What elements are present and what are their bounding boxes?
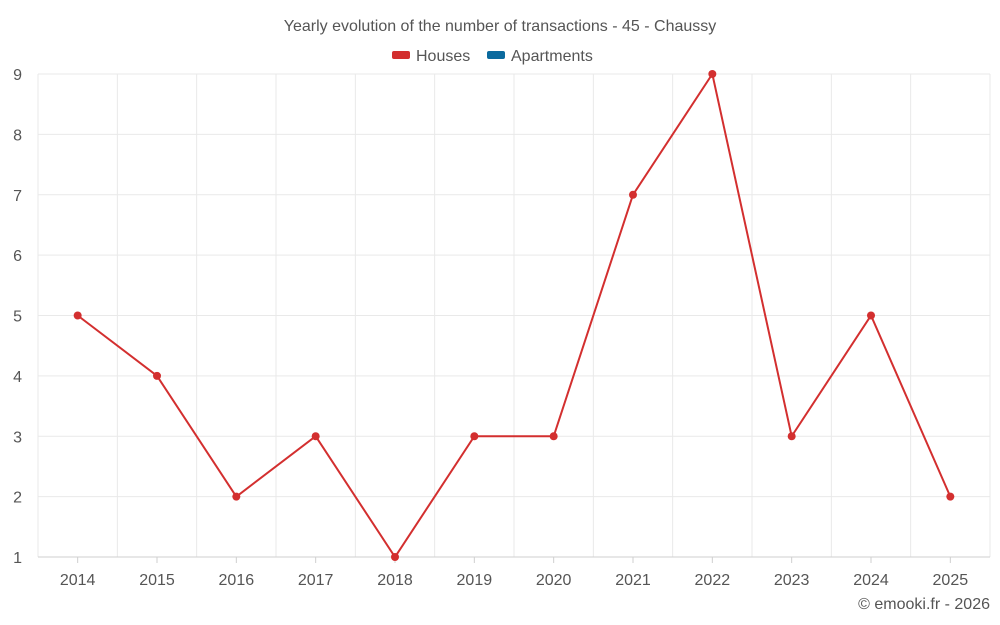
legend-label-houses: Houses — [416, 48, 470, 65]
data-point[interactable] — [470, 432, 479, 441]
data-point[interactable] — [787, 432, 796, 441]
data-point[interactable] — [311, 432, 320, 441]
x-tick-label: 2019 — [457, 572, 493, 589]
x-tick-labels: 2014 2015 2016 2017 2018 2019 2020 2021 2022 2023… — [60, 572, 968, 589]
legend-item-houses[interactable]: Houses — [392, 48, 470, 65]
x-tick-label: 2018 — [377, 572, 413, 589]
y-tick-label: 3 — [13, 429, 22, 446]
x-tick-label: 2025 — [933, 572, 969, 589]
data-point[interactable] — [708, 70, 717, 78]
data-point[interactable] — [232, 492, 241, 501]
data-point[interactable] — [629, 190, 637, 199]
data-point[interactable] — [73, 311, 82, 320]
legend: Houses Apartments — [392, 48, 593, 65]
y-tick-label: 7 — [13, 188, 22, 205]
legend-item-apartments[interactable]: Apartments — [487, 48, 593, 65]
y-tick-label: 4 — [13, 369, 22, 386]
series-houses — [73, 70, 955, 561]
data-point[interactable] — [867, 311, 875, 320]
x-tick-label: 2024 — [853, 572, 889, 589]
credit-text: © emooki.fr - 2026 — [858, 596, 990, 613]
y-tick-labels: 1 2 3 4 5 6 7 8 9 — [13, 67, 22, 567]
chart-title: Yearly evolution of the number of transa… — [284, 18, 717, 35]
legend-label-apartments: Apartments — [511, 48, 593, 65]
x-tick-label: 2020 — [536, 572, 572, 589]
y-tick-label: 5 — [13, 309, 22, 326]
legend-swatch-houses — [392, 51, 410, 59]
x-tick-label: 2021 — [615, 572, 651, 589]
grid — [37, 73, 991, 557]
x-tick-label: 2022 — [695, 572, 731, 589]
data-point[interactable] — [391, 553, 399, 561]
series-line-houses — [77, 71, 952, 559]
y-tick-label: 2 — [13, 490, 22, 507]
data-point[interactable] — [946, 492, 955, 501]
x-tick-label: 2016 — [219, 572, 255, 589]
axes — [38, 556, 990, 563]
data-point[interactable] — [153, 371, 161, 380]
x-tick-label: 2014 — [60, 572, 96, 589]
y-tick-label: 1 — [13, 550, 22, 567]
y-tick-label: 8 — [13, 127, 22, 144]
x-tick-label: 2023 — [774, 572, 810, 589]
x-tick-label: 2017 — [298, 572, 334, 589]
y-tick-label: 6 — [13, 248, 22, 265]
legend-swatch-apartments — [487, 51, 505, 59]
y-tick-label: 9 — [13, 67, 22, 84]
x-tick-label: 2015 — [139, 572, 175, 589]
data-point[interactable] — [549, 432, 558, 441]
